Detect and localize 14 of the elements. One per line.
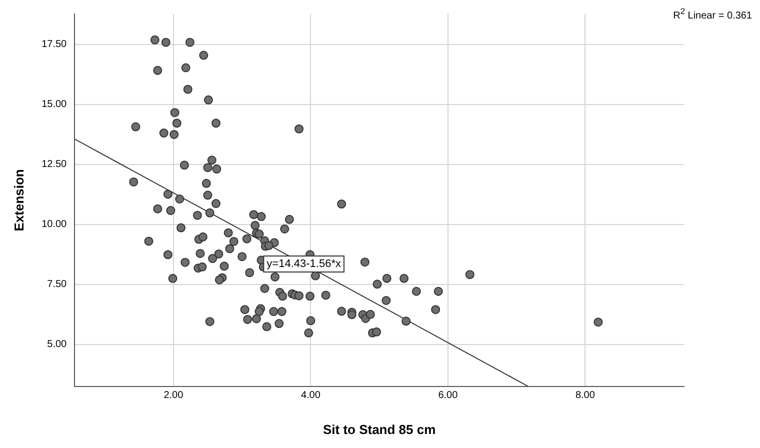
annotation: R$^{2}$ Linear = 0.361 — [673, 6, 752, 22]
y-axis-title: Extension — [11, 169, 26, 232]
y-tick-label: 15.00 — [42, 99, 68, 110]
y-tick-label: 17.50 — [42, 39, 68, 50]
x-tick-label: 2.00 — [164, 390, 184, 402]
x-tick-label: 8.00 — [575, 390, 596, 402]
x-tick-label: 4.00 — [300, 390, 321, 402]
y-tick-label: 7.50 — [47, 279, 68, 290]
y-tick-label: 12.50 — [42, 159, 68, 170]
annotation: y=14.43-1.56*x — [266, 258, 342, 270]
x-axis-title: Sit to Stand 85 cm — [322, 422, 436, 437]
x-tick-label: 6.00 — [438, 390, 458, 402]
y-tick-label: 10.00 — [42, 219, 68, 230]
y-tick-label: 5.00 — [47, 339, 68, 350]
